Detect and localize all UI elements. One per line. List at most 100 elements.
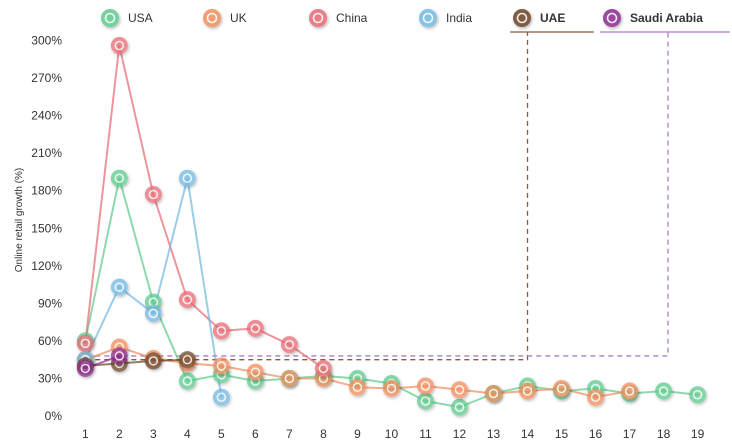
data-point[interactable] bbox=[212, 388, 230, 406]
data-point[interactable] bbox=[76, 359, 94, 377]
data-point-marker bbox=[178, 372, 196, 390]
x-tick-label: 11 bbox=[419, 427, 432, 441]
data-point[interactable] bbox=[246, 363, 264, 381]
x-tick-label: 6 bbox=[252, 427, 259, 441]
data-point[interactable] bbox=[178, 351, 196, 369]
data-point-marker bbox=[348, 378, 366, 396]
data-point-marker bbox=[587, 388, 605, 406]
data-point-ring bbox=[148, 308, 159, 319]
y-tick-label: 240% bbox=[31, 109, 62, 123]
data-point-ring bbox=[182, 173, 193, 183]
data-point[interactable] bbox=[178, 169, 196, 187]
x-tick-label: 15 bbox=[555, 427, 569, 441]
data-point-marker bbox=[76, 334, 94, 352]
legend-marker bbox=[203, 9, 221, 27]
legend-marker-ring bbox=[104, 12, 116, 24]
y-tick-label: 270% bbox=[31, 71, 62, 85]
data-point[interactable] bbox=[655, 382, 673, 400]
data-point[interactable] bbox=[212, 357, 230, 375]
legend-label: India bbox=[446, 11, 472, 25]
data-point[interactable] bbox=[110, 347, 128, 365]
data-point-ring bbox=[114, 40, 125, 51]
legend-label: USA bbox=[128, 11, 153, 25]
data-point[interactable] bbox=[519, 382, 537, 400]
data-point[interactable] bbox=[280, 336, 298, 354]
y-axis-title-text: Online retail growth (%) bbox=[14, 168, 25, 272]
data-point-marker bbox=[416, 392, 434, 410]
data-point[interactable] bbox=[144, 304, 162, 322]
data-point-marker bbox=[553, 379, 571, 397]
data-point-ring bbox=[556, 383, 567, 394]
data-point[interactable] bbox=[450, 381, 468, 399]
data-point[interactable] bbox=[587, 388, 605, 406]
data-point-marker bbox=[689, 386, 707, 404]
legend-marker bbox=[513, 9, 531, 27]
data-point[interactable] bbox=[416, 392, 434, 410]
data-point[interactable] bbox=[416, 377, 434, 395]
y-tick-label: 0% bbox=[45, 409, 63, 423]
data-point[interactable] bbox=[689, 386, 707, 404]
data-point[interactable] bbox=[348, 378, 366, 396]
x-tick-label: 8 bbox=[320, 427, 327, 441]
data-point[interactable] bbox=[382, 379, 400, 397]
data-point[interactable] bbox=[314, 359, 332, 377]
data-point-marker bbox=[314, 359, 332, 377]
data-point-ring bbox=[692, 389, 703, 400]
x-axis-ticks: 1 2 3 4 5 6 7 8 9 10 11 12 13 14 15 16 17 18 19 bbox=[82, 427, 705, 441]
data-point[interactable] bbox=[110, 169, 128, 187]
legend-marker bbox=[419, 9, 437, 27]
legend-item-china[interactable]: China bbox=[309, 9, 368, 27]
data-point[interactable] bbox=[110, 278, 128, 296]
data-point[interactable] bbox=[484, 384, 502, 402]
y-axis-title: Online retail growth (%) bbox=[14, 168, 25, 272]
data-point-marker bbox=[280, 336, 298, 354]
data-point-ring bbox=[182, 376, 193, 386]
legend-item-saudi-arabia[interactable]: Saudi Arabia bbox=[603, 9, 703, 27]
data-point-ring bbox=[352, 382, 363, 392]
data-point[interactable] bbox=[110, 37, 128, 55]
data-point[interactable] bbox=[621, 382, 639, 400]
data-point-ring bbox=[420, 396, 431, 406]
legend-item-uae[interactable]: UAE bbox=[513, 9, 565, 27]
data-point-ring bbox=[522, 386, 533, 396]
legend-marker-ring bbox=[206, 12, 218, 24]
legend-item-uk[interactable]: UK bbox=[203, 9, 247, 27]
data-point-marker bbox=[450, 381, 468, 399]
legend-marker-ring bbox=[422, 12, 434, 24]
data-point-ring bbox=[488, 388, 499, 399]
x-tick-label: 2 bbox=[116, 427, 123, 441]
y-tick-label: 120% bbox=[31, 259, 62, 273]
data-point[interactable] bbox=[178, 291, 196, 309]
data-point[interactable] bbox=[144, 352, 162, 370]
data-point[interactable] bbox=[212, 322, 230, 340]
series-points-china bbox=[76, 37, 332, 377]
data-point-marker bbox=[519, 382, 537, 400]
data-point[interactable] bbox=[450, 398, 468, 416]
x-tick-label: 18 bbox=[657, 427, 671, 441]
data-point-ring bbox=[114, 282, 125, 292]
data-point-ring bbox=[148, 356, 159, 366]
data-point-ring bbox=[454, 402, 465, 412]
data-point-marker bbox=[144, 185, 162, 203]
data-point[interactable] bbox=[144, 185, 162, 203]
data-point-marker bbox=[178, 351, 196, 369]
data-point-marker bbox=[76, 359, 94, 377]
x-tick-label: 19 bbox=[691, 427, 705, 441]
data-point-marker bbox=[110, 347, 128, 365]
data-point-marker bbox=[110, 169, 128, 187]
data-point[interactable] bbox=[76, 334, 94, 352]
data-point-ring bbox=[182, 294, 193, 305]
data-point-marker bbox=[280, 369, 298, 387]
data-point[interactable] bbox=[178, 372, 196, 390]
data-point-ring bbox=[216, 326, 227, 336]
legend: USA UK China India UAE Saudi Arabia bbox=[101, 9, 703, 27]
legend-label: UAE bbox=[540, 11, 565, 25]
data-point-ring bbox=[216, 361, 227, 371]
data-point[interactable] bbox=[246, 319, 264, 337]
data-point[interactable] bbox=[553, 379, 571, 397]
legend-item-usa[interactable]: USA bbox=[101, 9, 153, 27]
legend-item-india[interactable]: India bbox=[419, 9, 472, 27]
data-point[interactable] bbox=[280, 369, 298, 387]
legend-label: Saudi Arabia bbox=[630, 11, 703, 25]
